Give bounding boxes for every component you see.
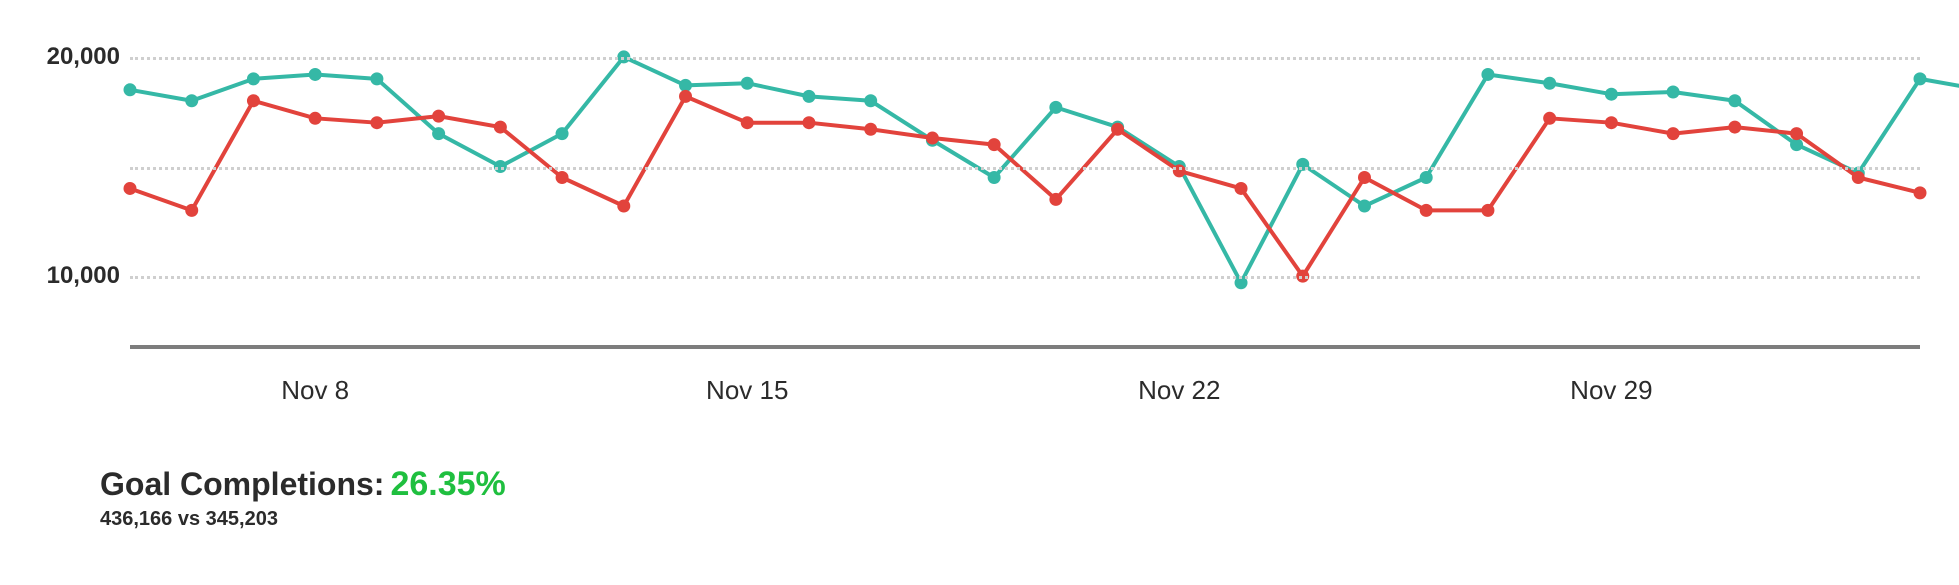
- series-point-current: [864, 94, 877, 107]
- series-point-current: [247, 72, 260, 85]
- series-point-previous: [185, 204, 198, 217]
- series-point-current: [432, 127, 445, 140]
- y-axis-label: 20,000: [40, 43, 120, 71]
- series-point-current: [1605, 88, 1618, 101]
- series-point-previous: [1543, 112, 1556, 125]
- series-line-current: [130, 57, 1959, 283]
- series-point-previous: [679, 90, 692, 103]
- series-point-previous: [1420, 204, 1433, 217]
- series-point-previous: [556, 171, 569, 184]
- series-point-previous: [1235, 182, 1248, 195]
- metric-comparison: 436,166 vs 345,203: [100, 508, 506, 531]
- series-point-previous: [309, 112, 322, 125]
- series-point-previous: [1605, 116, 1618, 129]
- series-point-current: [1420, 171, 1433, 184]
- series-point-previous: [1790, 127, 1803, 140]
- series-point-current: [309, 68, 322, 81]
- series-point-previous: [864, 123, 877, 136]
- series-point-current: [1667, 86, 1680, 99]
- x-axis-label: Nov 15: [706, 375, 788, 406]
- gridline: [130, 276, 1920, 279]
- y-axis-label: 10,000: [40, 262, 120, 290]
- series-point-current: [1481, 68, 1494, 81]
- gridline: [130, 57, 1920, 60]
- x-axis-label: Nov 22: [1138, 375, 1220, 406]
- series-point-previous: [1049, 193, 1062, 206]
- series-point-current: [124, 83, 137, 96]
- series-point-current: [1049, 101, 1062, 114]
- metric-footer: Goal Completions: 26.35% 436,166 vs 345,…: [100, 465, 506, 531]
- series-point-previous: [926, 132, 939, 145]
- x-axis-line: [130, 345, 1920, 349]
- series-point-current: [556, 127, 569, 140]
- series-point-previous: [1728, 121, 1741, 134]
- x-axis-label: Nov 8: [281, 375, 349, 406]
- series-point-previous: [802, 116, 815, 129]
- x-axis-label: Nov 29: [1570, 375, 1652, 406]
- series-point-previous: [617, 200, 630, 213]
- series-point-previous: [1358, 171, 1371, 184]
- series-point-previous: [1481, 204, 1494, 217]
- series-point-previous: [1111, 123, 1124, 136]
- series-point-previous: [370, 116, 383, 129]
- series-point-previous: [1667, 127, 1680, 140]
- gridline: [130, 167, 1920, 170]
- series-point-current: [1914, 72, 1927, 85]
- series-point-current: [1728, 94, 1741, 107]
- series-point-previous: [494, 121, 507, 134]
- series-point-current: [185, 94, 198, 107]
- series-point-previous: [247, 94, 260, 107]
- series-point-current: [802, 90, 815, 103]
- series-point-previous: [988, 138, 1001, 151]
- series-line-previous: [130, 96, 1920, 276]
- metric-headline: Goal Completions: 26.35%: [100, 465, 506, 504]
- series-point-current: [370, 72, 383, 85]
- chart-plot-area: [130, 35, 1920, 320]
- series-point-current: [741, 77, 754, 90]
- metric-title: Goal Completions:: [100, 466, 384, 503]
- series-point-previous: [432, 110, 445, 123]
- series-point-previous: [1914, 186, 1927, 199]
- chart-card: Goal Completions: 26.35% 436,166 vs 345,…: [0, 0, 1959, 585]
- series-point-previous: [741, 116, 754, 129]
- metric-percentage: 26.35%: [390, 465, 505, 504]
- series-point-current: [1543, 77, 1556, 90]
- series-point-current: [988, 171, 1001, 184]
- series-point-previous: [124, 182, 137, 195]
- series-point-previous: [1852, 171, 1865, 184]
- series-point-current: [1358, 200, 1371, 213]
